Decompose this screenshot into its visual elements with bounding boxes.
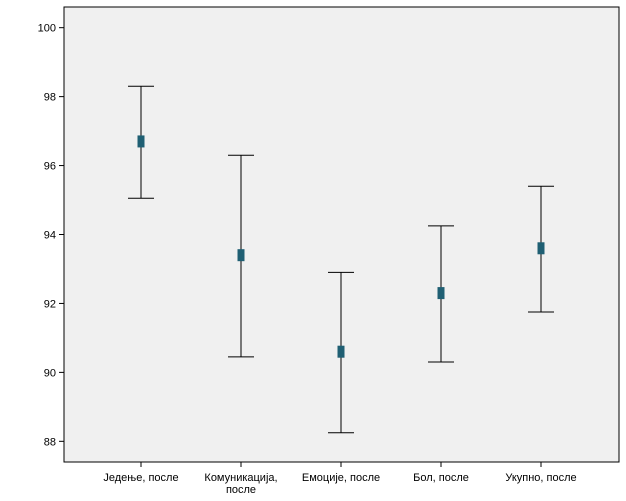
y-axis: 88 90 92 94 96 98 100: [38, 23, 64, 448]
y-tick-label: 98: [44, 92, 56, 104]
y-tick-label: 100: [38, 23, 56, 35]
x-tick-label: Једење, после: [103, 472, 178, 484]
mean-marker: [537, 242, 545, 255]
x-tick-label: Комуникација, после: [204, 472, 277, 496]
x-tick-label: Бол, после: [413, 472, 469, 484]
error-bar: [228, 154, 254, 358]
x-tick-label-line: Једење, после: [103, 472, 178, 484]
y-tick-label: 90: [44, 367, 56, 379]
mean-marker: [137, 135, 145, 148]
x-tick-label-line: после: [226, 484, 256, 496]
error-bars: [128, 85, 554, 434]
mean-marker: [337, 345, 345, 358]
y-tick-label: 92: [44, 298, 56, 310]
x-tick-label: Укупно, после: [505, 472, 576, 484]
error-bar: [128, 85, 154, 199]
error-bar: [528, 185, 554, 313]
x-axis: Једење, после Комуникација, после Емоције, …: [103, 462, 577, 496]
y-tick-label: 88: [44, 436, 56, 448]
mean-marker: [237, 249, 245, 262]
error-bar: [428, 225, 454, 363]
x-tick-label-line: Емоције, после: [302, 472, 380, 484]
y-tick-label: 94: [44, 230, 56, 242]
error-bar: [328, 271, 354, 434]
x-tick-label-line: Укупно, после: [505, 472, 576, 484]
mean-marker: [437, 287, 445, 300]
x-tick-label-line: Бол, после: [413, 472, 469, 484]
y-tick-label: 96: [44, 161, 56, 173]
x-tick-label: Емоције, после: [302, 472, 380, 484]
x-tick-label-line: Комуникација,: [204, 472, 277, 484]
